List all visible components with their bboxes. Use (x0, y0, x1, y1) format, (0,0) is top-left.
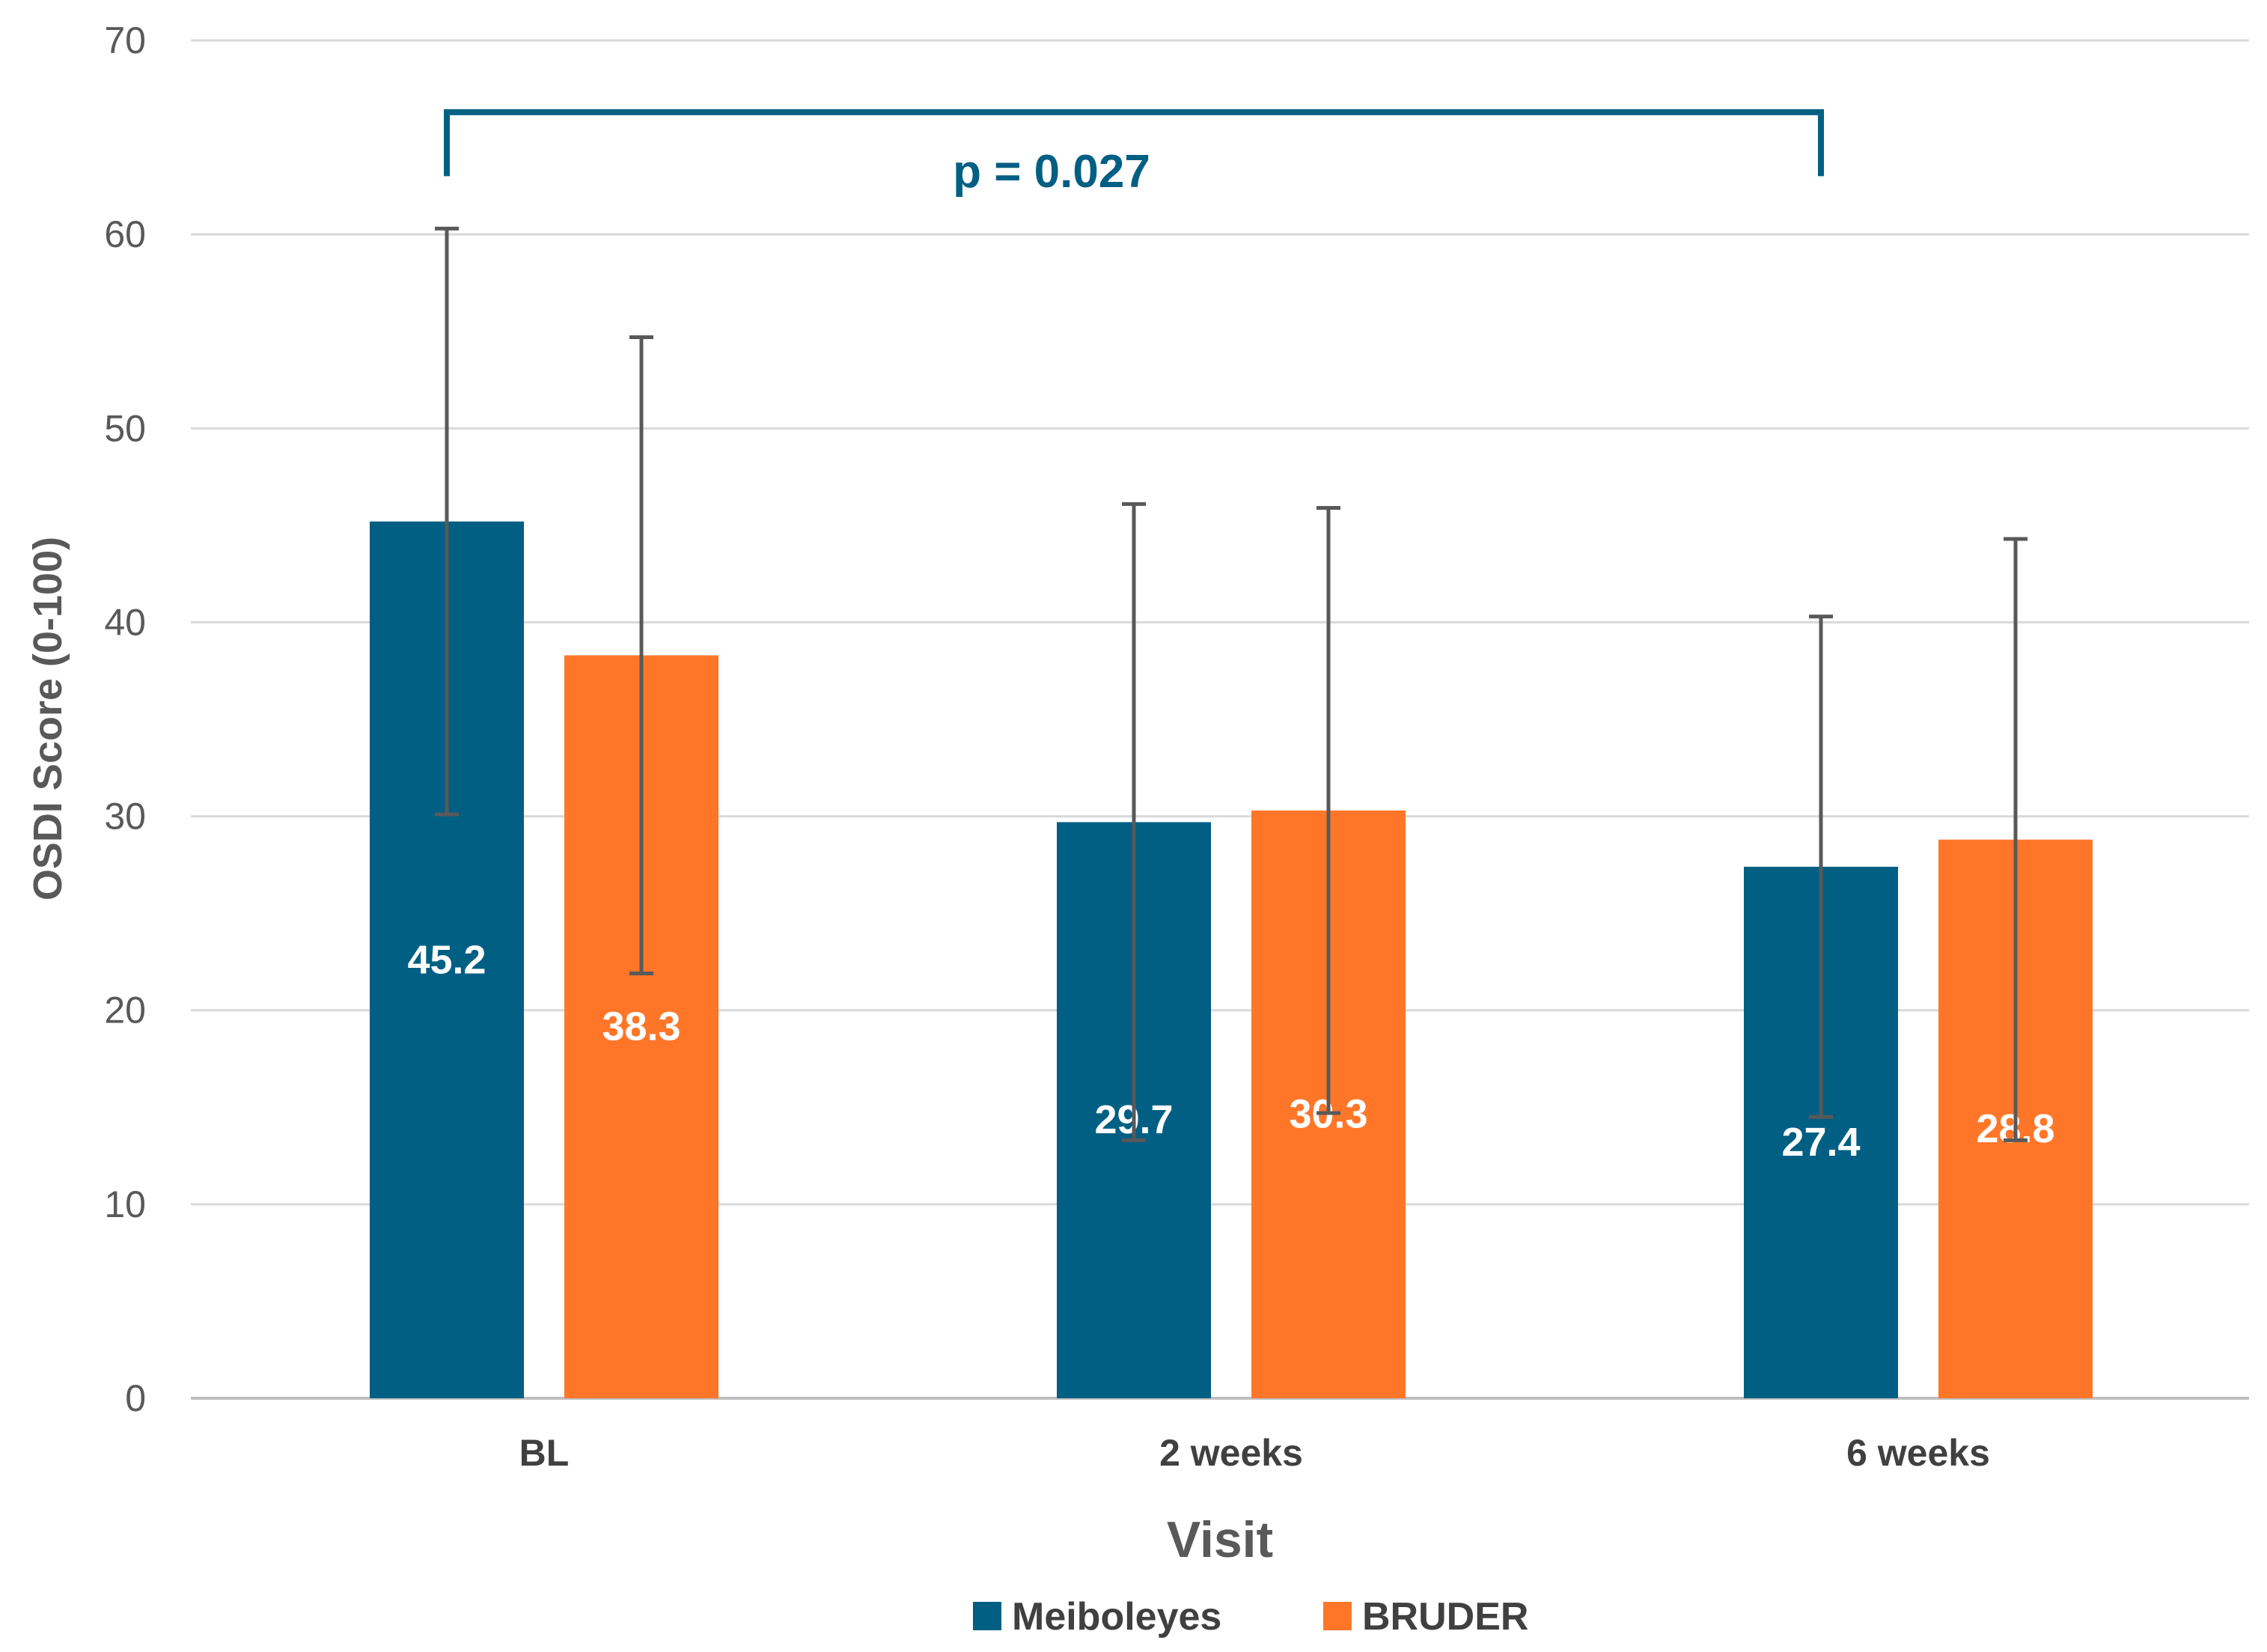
data-label: 45.2 (407, 937, 486, 982)
error-bars (435, 226, 2028, 1142)
data-label: 27.4 (1781, 1120, 1860, 1165)
p-value-label: p = 0.027 (953, 146, 1150, 198)
significance-bracket (444, 109, 1824, 177)
y-axis-title: OSDI Score (0-100) (25, 537, 70, 900)
y-tick-label: 60 (104, 213, 146, 255)
x-axis-ticks: BL 2 weeks 6 weeks (519, 1432, 1990, 1474)
x-tick-label: 2 weeks (1159, 1432, 1303, 1474)
grid-lines (191, 39, 2249, 1400)
bars (370, 521, 2093, 1398)
y-tick-label: 50 (104, 407, 146, 449)
x-tick-label: BL (519, 1432, 570, 1474)
x-axis-title: Visit (1167, 1511, 1273, 1568)
x-tick-label: 6 weeks (1846, 1432, 1990, 1474)
y-tick-label: 0 (125, 1377, 146, 1419)
legend-label: Meiboleyes (1012, 1595, 1221, 1639)
legend-label: BRUDER (1362, 1595, 1528, 1639)
y-tick-label: 40 (104, 601, 146, 643)
legend-swatch (973, 1602, 1001, 1630)
legend: Meiboleyes BRUDER (973, 1595, 1528, 1639)
y-tick-label: 70 (104, 19, 146, 61)
legend-swatch (1323, 1602, 1352, 1630)
significance-annotation: p = 0.027 (444, 109, 1824, 198)
y-tick-label: 20 (104, 990, 146, 1031)
y-tick-label: 10 (104, 1183, 146, 1225)
y-axis-ticks: 0 10 20 30 40 50 60 70 (104, 19, 146, 1419)
y-tick-label: 30 (104, 796, 146, 838)
data-label: 38.3 (602, 1005, 680, 1049)
